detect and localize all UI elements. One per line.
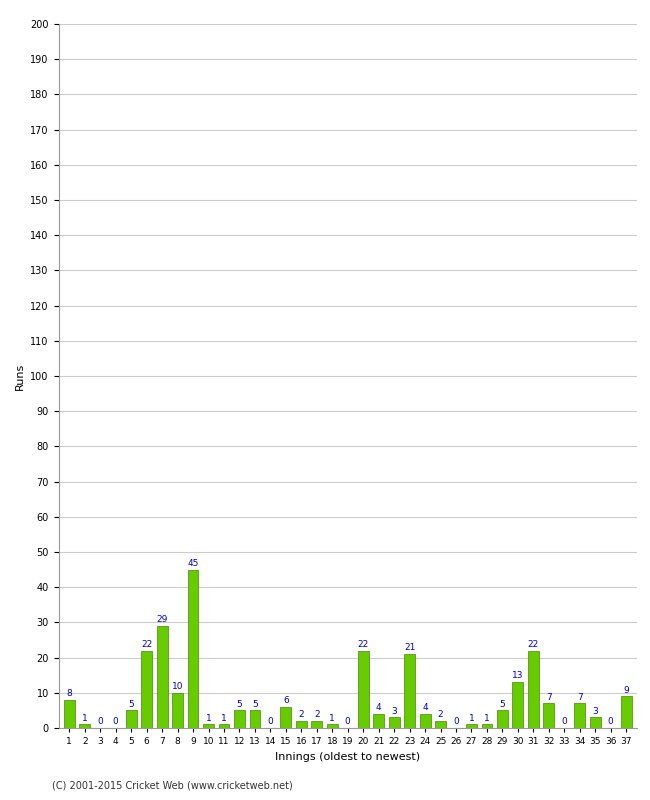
Bar [188,570,198,728]
Bar [404,654,415,728]
Text: 7: 7 [577,693,582,702]
Text: 2: 2 [298,710,304,719]
Bar [311,721,322,728]
Bar [528,650,539,728]
Bar [373,714,384,728]
Text: 1: 1 [484,714,490,722]
Text: 0: 0 [345,718,350,726]
Bar [466,725,477,728]
Bar [234,710,245,728]
Bar [621,696,632,728]
Text: 5: 5 [128,700,134,709]
Text: 6: 6 [283,696,289,705]
Text: 5: 5 [237,700,242,709]
Bar [126,710,136,728]
Bar [157,626,168,728]
Text: 8: 8 [66,689,72,698]
Text: 1: 1 [82,714,88,722]
Text: 9: 9 [623,686,629,694]
Bar [203,725,214,728]
Text: 1: 1 [221,714,227,722]
Bar [250,710,261,728]
Text: 22: 22 [141,640,152,649]
Text: 3: 3 [391,706,397,716]
Bar [358,650,369,728]
Text: 45: 45 [187,559,199,568]
Bar [435,721,446,728]
Text: 29: 29 [157,615,168,624]
Text: 4: 4 [422,703,428,712]
Bar [389,718,400,728]
Bar [218,725,229,728]
X-axis label: Innings (oldest to newest): Innings (oldest to newest) [275,751,421,762]
Text: 13: 13 [512,671,524,681]
Bar [79,725,90,728]
Text: 7: 7 [546,693,552,702]
Text: 3: 3 [592,706,598,716]
Bar [280,707,291,728]
Bar [512,682,523,728]
Bar [64,700,75,728]
Bar [575,703,585,728]
Bar [497,710,508,728]
Bar [172,693,183,728]
Text: (C) 2001-2015 Cricket Web (www.cricketweb.net): (C) 2001-2015 Cricket Web (www.cricketwe… [52,781,292,790]
Bar [590,718,601,728]
Text: 22: 22 [358,640,369,649]
Bar [543,703,554,728]
Text: 5: 5 [252,700,258,709]
Bar [327,725,338,728]
Text: 2: 2 [314,710,320,719]
Text: 0: 0 [453,718,459,726]
Text: 0: 0 [608,718,614,726]
Y-axis label: Runs: Runs [15,362,25,390]
Text: 1: 1 [330,714,335,722]
Text: 1: 1 [205,714,211,722]
Text: 0: 0 [268,718,273,726]
Bar [296,721,307,728]
Text: 5: 5 [500,700,505,709]
Bar [141,650,152,728]
Text: 0: 0 [562,718,567,726]
Text: 1: 1 [469,714,474,722]
Text: 0: 0 [113,718,118,726]
Text: 0: 0 [98,718,103,726]
Text: 10: 10 [172,682,183,691]
Text: 2: 2 [437,710,443,719]
Text: 21: 21 [404,643,415,652]
Bar [420,714,430,728]
Bar [482,725,492,728]
Text: 22: 22 [528,640,539,649]
Text: 4: 4 [376,703,382,712]
